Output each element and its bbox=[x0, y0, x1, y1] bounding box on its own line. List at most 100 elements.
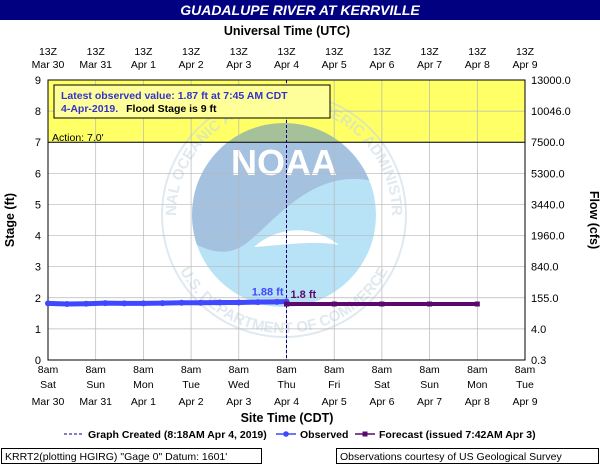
forecast-point bbox=[379, 301, 385, 307]
top-tick-hour: 13Z bbox=[373, 46, 392, 58]
observed-point bbox=[197, 299, 204, 306]
y-tick-label: 6 bbox=[35, 168, 41, 180]
x-axis-label: Site Time (CDT) bbox=[241, 411, 334, 425]
bottom-tick-day: Sun bbox=[420, 379, 439, 391]
top-tick-date: Apr 2 bbox=[179, 59, 204, 71]
observed-value-label: 1.88 ft bbox=[252, 287, 284, 299]
bottom-tick-day: Sat bbox=[374, 379, 390, 391]
latest-value-box: Latest observed value: 1.87 ft at 7:45 A… bbox=[53, 84, 331, 119]
y-tick-label: 1 bbox=[35, 324, 41, 336]
bottom-tick-date: Apr 8 bbox=[465, 396, 490, 408]
observed-point bbox=[216, 299, 223, 306]
bottom-tick-time: 8am bbox=[372, 364, 393, 376]
top-tick-hour: 13Z bbox=[421, 46, 440, 58]
bottom-tick-date: Apr 4 bbox=[274, 396, 299, 408]
top-tick-date: Mar 31 bbox=[79, 59, 112, 71]
y2-tick-label: 10046.0 bbox=[531, 106, 571, 118]
forecast-point bbox=[331, 301, 337, 307]
top-tick-hour: 13Z bbox=[134, 46, 153, 58]
y2-tick-label: 3440.0 bbox=[531, 199, 565, 211]
chart-title: GUADALUPE RIVER AT KERRVILLE bbox=[180, 2, 420, 18]
bottom-tick-time: 8am bbox=[229, 364, 250, 376]
bottom-tick-date: Apr 9 bbox=[512, 396, 537, 408]
y2-tick-label: 0.3 bbox=[531, 355, 546, 367]
top-tick-hour: 13Z bbox=[39, 46, 58, 58]
observed-point bbox=[45, 300, 51, 307]
bottom-tick-time: 8am bbox=[324, 364, 345, 376]
bottom-tick-date: Apr 6 bbox=[369, 396, 394, 408]
bottom-tick-day: Wed bbox=[228, 379, 250, 391]
top-tick-date: Apr 7 bbox=[417, 59, 442, 71]
bottom-tick-time: 8am bbox=[133, 364, 154, 376]
noaa-logo-text: NOAA bbox=[231, 142, 337, 183]
observed-point bbox=[121, 300, 128, 307]
top-axis-label: Universal Time (UTC) bbox=[224, 24, 350, 38]
y-axis-label: Stage (ft) bbox=[3, 193, 17, 247]
y2-tick-label: 13000.0 bbox=[531, 75, 571, 87]
observed-point bbox=[235, 299, 242, 306]
observed-point bbox=[178, 299, 185, 306]
bottom-tick-day: Sat bbox=[40, 379, 56, 391]
top-tick-date: Apr 5 bbox=[322, 59, 347, 71]
bottom-tick-time: 8am bbox=[85, 364, 106, 376]
bottom-tick-date: Apr 2 bbox=[179, 396, 204, 408]
top-tick-hour: 13Z bbox=[277, 46, 296, 58]
y2-tick-label: 7500.0 bbox=[531, 137, 565, 149]
top-tick-date: Apr 9 bbox=[512, 59, 537, 71]
bottom-tick-day: Tue bbox=[182, 379, 200, 391]
bottom-tick-date: Mar 30 bbox=[32, 396, 65, 408]
title-banner bbox=[0, 0, 600, 20]
observed-series-line bbox=[47, 299, 287, 307]
forecast-point bbox=[427, 301, 433, 307]
y-tick-label: 7 bbox=[35, 137, 41, 149]
legend-graph-created: Graph Created (8:18AM Apr 4, 2019) bbox=[88, 429, 267, 441]
y-tick-label: 0 bbox=[35, 355, 41, 367]
forecast-value-label: 1.8 ft bbox=[291, 289, 317, 301]
y2-tick-label: 155.0 bbox=[531, 293, 559, 305]
bottom-tick-date: Apr 5 bbox=[322, 396, 347, 408]
y2-tick-label: 840.0 bbox=[531, 262, 559, 274]
latest-value-line1: Latest observed value: 1.87 ft at 7:45 A… bbox=[61, 90, 288, 102]
bottom-tick-day: Thu bbox=[277, 379, 295, 391]
y-tick-label: 8 bbox=[35, 106, 41, 118]
forecast-point bbox=[284, 301, 289, 307]
y-tick-label: 4 bbox=[35, 231, 41, 243]
latest-value-date: 4-Apr-2019. bbox=[61, 103, 118, 115]
footer-gage-info: KRRT2(plotting HGIRG) "Gage 0" Datum: 16… bbox=[5, 451, 227, 463]
observed-point bbox=[254, 299, 261, 306]
bottom-tick-time: 8am bbox=[419, 364, 440, 376]
top-tick-date: Apr 1 bbox=[131, 59, 156, 71]
bottom-tick-day: Mon bbox=[133, 379, 154, 391]
y-tick-label: 2 bbox=[35, 293, 41, 305]
bottom-tick-date: Apr 1 bbox=[131, 396, 156, 408]
bottom-tick-day: Tue bbox=[516, 379, 534, 391]
bottom-tick-time: 8am bbox=[181, 364, 202, 376]
observed-point bbox=[159, 300, 166, 307]
observed-point bbox=[83, 300, 90, 307]
bottom-tick-date: Apr 7 bbox=[417, 396, 442, 408]
top-tick-hour: 13Z bbox=[325, 46, 344, 58]
observed-point bbox=[273, 298, 280, 305]
bottom-tick-date: Apr 3 bbox=[226, 396, 251, 408]
y-tick-label: 9 bbox=[35, 75, 41, 87]
action-stage-label: Action: 7.0' bbox=[52, 132, 104, 144]
observed-point bbox=[140, 300, 147, 307]
forecast-point bbox=[474, 301, 480, 307]
bottom-tick-time: 8am bbox=[467, 364, 488, 376]
noaa-seal-gull bbox=[254, 230, 339, 247]
top-tick-date: Apr 4 bbox=[274, 59, 299, 71]
top-tick-hour: 13Z bbox=[230, 46, 249, 58]
plot-border bbox=[47, 79, 526, 361]
y2-tick-label: 1960.0 bbox=[531, 231, 565, 243]
top-tick-date: Apr 8 bbox=[465, 59, 490, 71]
legend: Graph Created (8:18AM Apr 4, 2019) Obser… bbox=[64, 429, 536, 441]
y2-tick-label: 5300.0 bbox=[531, 168, 565, 180]
footer-observations-credit: Observations courtesy of US Geological S… bbox=[340, 451, 563, 463]
legend-forecast: Forecast (issued 7:42AM Apr 3) bbox=[379, 429, 536, 441]
top-tick-hour: 13Z bbox=[182, 46, 201, 58]
top-tick-date: Apr 6 bbox=[369, 59, 394, 71]
observed-point bbox=[102, 300, 109, 307]
y2-tick-label: 4.0 bbox=[531, 324, 546, 336]
y-tick-label: 5 bbox=[35, 199, 41, 211]
